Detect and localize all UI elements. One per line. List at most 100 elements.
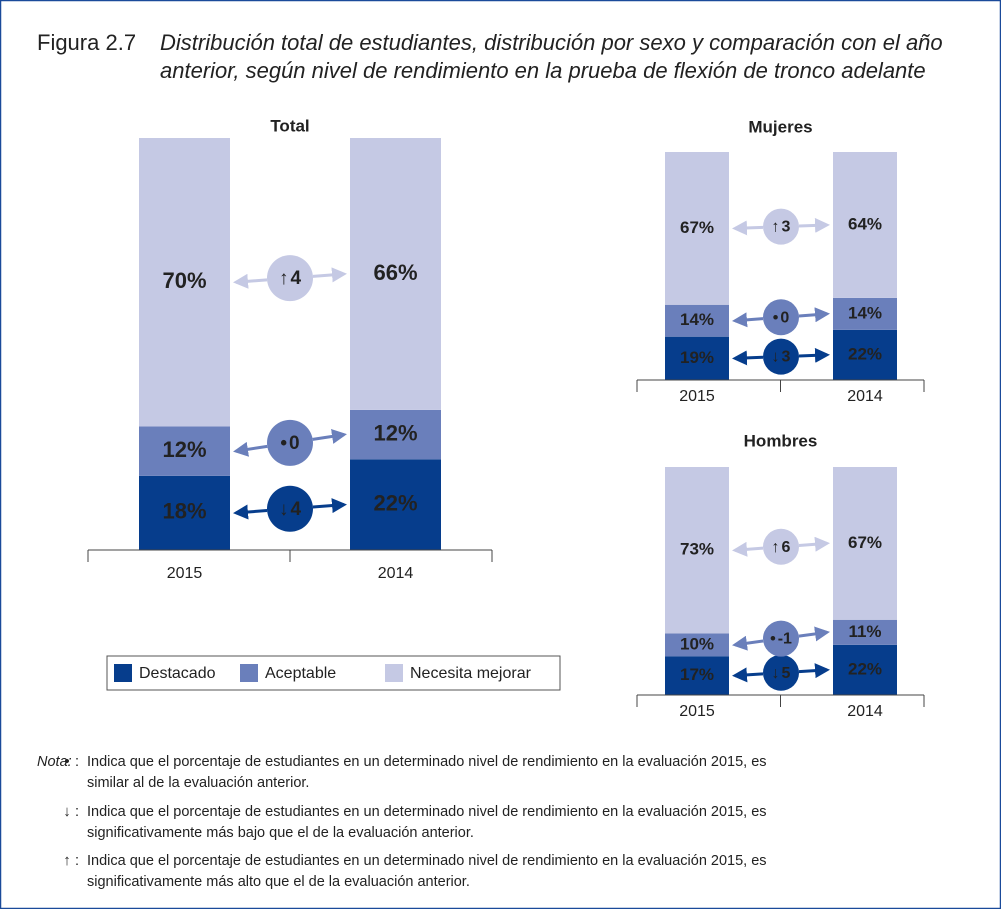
bar-segment — [665, 152, 729, 305]
comparison-bubble — [763, 299, 799, 336]
note-label: Nota: — [37, 754, 72, 770]
bar-segment — [833, 644, 897, 695]
comparison-bubble — [267, 419, 313, 466]
legend-label: Aceptable — [265, 665, 336, 682]
comparison-symbol: ↑ — [772, 219, 780, 236]
category-label: 2014 — [847, 388, 883, 405]
category-label: 2015 — [679, 703, 715, 720]
bar-segment — [833, 152, 897, 298]
comparison-text: ↓ 3 — [772, 349, 791, 366]
comparison-bubble — [267, 255, 313, 302]
value-label: 10% — [680, 634, 714, 653]
note-colon: : — [75, 754, 79, 770]
comparison-arrow — [732, 667, 764, 683]
value-label: 22% — [848, 344, 882, 363]
comparison-value: 3 — [782, 349, 791, 366]
comparison-value: 0 — [780, 310, 789, 327]
figure-caption: anterior, según nivel de rendimiento en … — [160, 58, 926, 83]
comparison-symbol: • — [770, 631, 776, 648]
bar-segment — [139, 426, 230, 476]
value-label: 14% — [680, 310, 714, 329]
chart-title: Total — [270, 116, 309, 135]
legend-label: Necesita mejorar — [410, 665, 532, 682]
comparison-arrow — [798, 307, 830, 323]
comparison-arrow — [233, 504, 268, 520]
note-text: Indica que el porcentaje de estudiantes … — [87, 804, 767, 820]
legend-box — [106, 655, 561, 691]
note-text: significativamente más bajo que el de la… — [87, 825, 474, 841]
comparison-arrow — [233, 441, 268, 457]
comparison-value: 3 — [782, 219, 791, 236]
note-symbol: ↑ — [63, 852, 71, 869]
figure-label: Figura 2.7 — [37, 30, 136, 55]
bar-segment — [139, 138, 230, 427]
bar-segment — [139, 475, 230, 550]
comparison-text: • 0 — [773, 310, 790, 327]
bar-segment — [665, 304, 729, 337]
comparison-text: ↓ 4 — [279, 499, 302, 520]
comparison-value: 4 — [290, 499, 301, 520]
note-text: Indica que el porcentaje de estudiantes … — [87, 754, 767, 770]
comparison-arrow — [312, 429, 347, 444]
comparison-value: -1 — [778, 631, 792, 648]
bar-segment — [833, 329, 897, 380]
comparison-bubble — [763, 654, 799, 691]
comparison-text: • 0 — [280, 433, 299, 454]
category-label: 2014 — [847, 703, 883, 720]
value-label: 11% — [848, 622, 881, 641]
comparison-arrow — [798, 536, 830, 552]
comparison-text: ↑ 3 — [772, 219, 791, 236]
comparison-symbol: ↑ — [772, 539, 780, 556]
comparison-symbol: ↓ — [279, 499, 289, 520]
value-label: 19% — [680, 348, 714, 367]
note-colon: : — [75, 804, 79, 820]
bar-segment — [665, 467, 729, 634]
comparison-text: • -1 — [770, 631, 792, 648]
value-label: 22% — [373, 490, 417, 515]
comparison-arrow — [233, 273, 268, 289]
comparison-text: ↑ 4 — [279, 268, 302, 289]
comparison-text: ↑ 6 — [772, 539, 791, 556]
value-label: 12% — [373, 420, 417, 445]
note-text: significativamente más alto que el de la… — [87, 874, 470, 890]
bar-segment — [833, 619, 897, 645]
comparison-value: 6 — [782, 539, 791, 556]
comparison-value: 4 — [290, 268, 301, 289]
bar-segment — [665, 633, 729, 657]
value-label: 66% — [373, 260, 417, 285]
legend-label: Destacado — [139, 665, 216, 682]
bar-segment — [350, 459, 441, 550]
value-label: 14% — [848, 303, 882, 322]
comparison-bubble — [763, 528, 799, 565]
comparison-bubble — [763, 208, 799, 245]
legend-swatch — [114, 664, 132, 682]
category-label: 2014 — [378, 565, 414, 582]
bar-segment — [350, 138, 441, 410]
value-label: 17% — [680, 665, 714, 684]
bar-segment — [833, 297, 897, 330]
comparison-arrow — [798, 663, 830, 679]
value-label: 67% — [680, 218, 714, 237]
comparison-arrow — [732, 350, 764, 366]
value-label: 64% — [848, 214, 882, 233]
comparison-symbol: • — [773, 310, 779, 327]
bar-segment — [350, 409, 441, 460]
value-label: 12% — [162, 437, 206, 462]
note-colon: : — [75, 853, 79, 869]
comparison-bubble — [267, 485, 313, 532]
legend-swatch — [385, 664, 403, 682]
note-text: Indica que el porcentaje de estudiantes … — [87, 853, 767, 869]
bar-segment — [665, 656, 729, 695]
comparison-symbol: ↑ — [279, 268, 289, 289]
comparison-symbol: ↓ — [772, 665, 780, 682]
comparison-arrow — [732, 635, 764, 651]
comparison-arrow — [732, 220, 764, 236]
value-label: 73% — [680, 540, 714, 559]
comparison-arrow — [798, 626, 830, 642]
comparison-arrow — [312, 267, 347, 283]
value-label: 22% — [848, 659, 882, 678]
comparison-value: 0 — [289, 433, 300, 454]
comparison-arrow — [732, 312, 764, 328]
